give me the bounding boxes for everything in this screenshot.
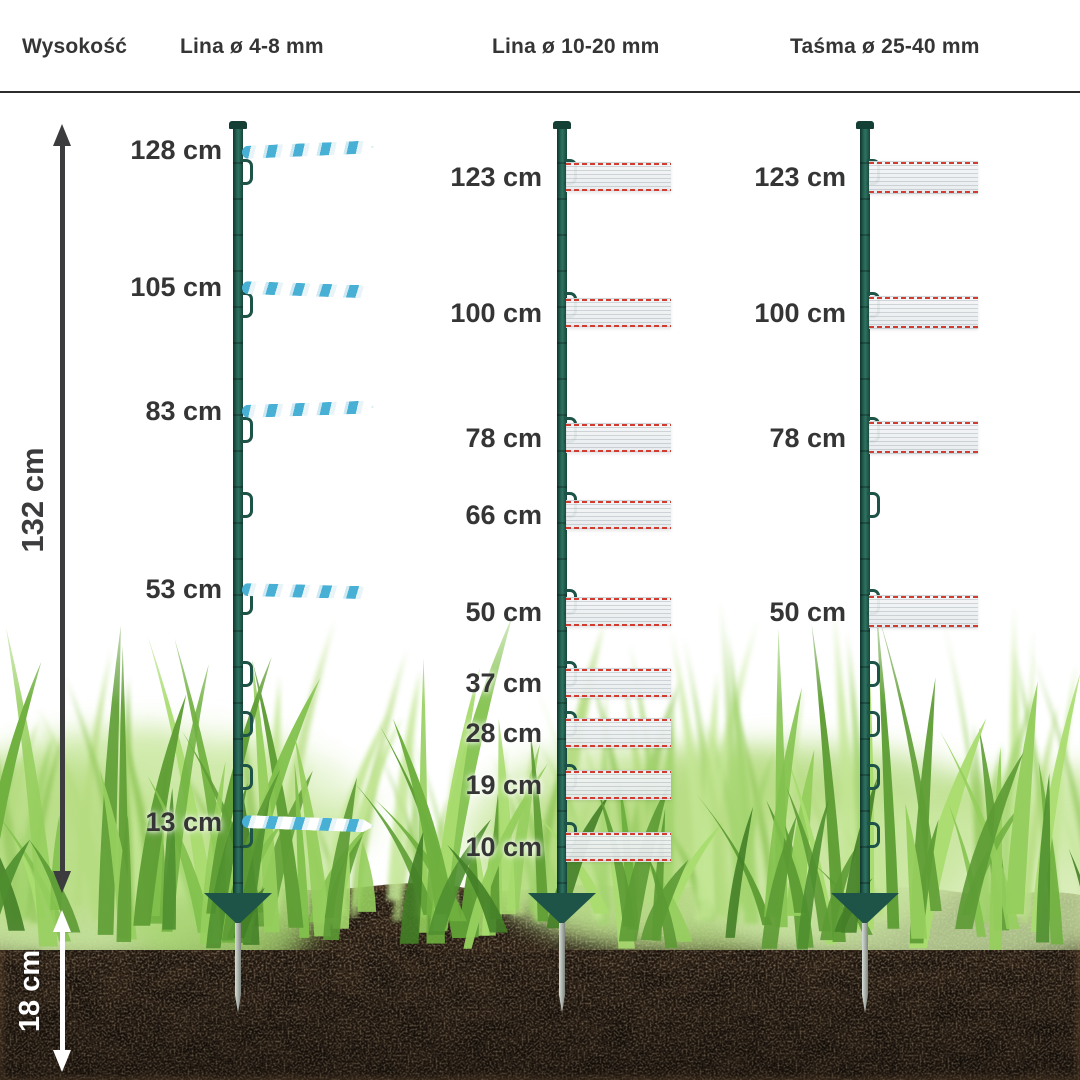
header-col-rope-4-8: Lina ø 4-8 mm (180, 35, 324, 58)
post-eyelet (867, 764, 880, 790)
grass-photo (0, 575, 1080, 950)
ground-spike (559, 923, 565, 1013)
post-eyelet (867, 711, 880, 737)
rope-wire (242, 400, 374, 418)
header-col-tape-25-40: Taśma ø 25-40 mm (790, 35, 980, 58)
post-eyelet (240, 292, 253, 318)
height-label: 53 cm (145, 574, 222, 604)
tape-wire (566, 832, 671, 862)
height-label: 19 cm (465, 770, 542, 800)
post-eyelet (867, 822, 880, 848)
tape-wire (566, 162, 671, 192)
height-label: 66 cm (465, 500, 542, 530)
post-eyelet (240, 159, 253, 185)
post-eyelet (240, 711, 253, 737)
post-eyelet (867, 661, 880, 687)
tape-wire (869, 421, 978, 454)
post-eyelet (240, 417, 253, 443)
tape-wire (566, 500, 671, 530)
post-cap (553, 121, 571, 129)
post-eyelet (867, 492, 880, 518)
arrow-up-icon (53, 910, 71, 932)
post-eyelet (240, 661, 253, 687)
total-height-label: 132 cm (15, 447, 50, 553)
post-eyelet (240, 492, 253, 518)
header-divider (0, 91, 1080, 93)
post-cap (229, 121, 247, 129)
ground-spike (862, 923, 868, 1013)
height-label: 128 cm (130, 135, 222, 165)
height-label: 50 cm (465, 597, 542, 627)
height-label: 10 cm (465, 832, 542, 862)
ground-depth-label: 18 cm (14, 949, 46, 1033)
post-foot-cone (831, 893, 899, 925)
height-label: 78 cm (465, 423, 542, 453)
tape-wire (566, 423, 671, 453)
ground-spike (235, 923, 241, 1013)
tape-wire (869, 595, 978, 628)
header-col-rope-10-20: Lina ø 10-20 mm (492, 35, 660, 58)
height-label: 37 cm (465, 668, 542, 698)
rope-wire (242, 281, 372, 299)
tape-wire (566, 597, 671, 627)
height-label: 123 cm (754, 162, 846, 192)
height-label: 50 cm (769, 597, 846, 627)
height-label: 13 cm (145, 807, 222, 837)
arrow-up-icon (53, 124, 71, 146)
height-label: 123 cm (450, 162, 542, 192)
arrow-down-icon (53, 1050, 71, 1072)
tape-wire (869, 296, 978, 329)
post-cap (856, 121, 874, 129)
height-label: 100 cm (450, 298, 542, 328)
height-label: 105 cm (130, 272, 222, 302)
tape-wire (566, 770, 671, 800)
arrow-down-icon (53, 871, 71, 893)
tape-wire (566, 718, 671, 748)
post-foot-cone (528, 893, 596, 925)
height-label: 78 cm (769, 423, 846, 453)
height-label: 100 cm (754, 298, 846, 328)
tape-wire (566, 668, 671, 698)
height-label: 28 cm (465, 718, 542, 748)
rope-wire (242, 140, 374, 159)
height-arrow-line (60, 145, 65, 873)
post-foot-cone (204, 893, 272, 925)
tape-wire (869, 161, 978, 194)
fence-post-3 (831, 121, 899, 1013)
height-label: 83 cm (145, 396, 222, 426)
post-eyelet (240, 764, 253, 790)
depth-arrow-line (60, 930, 65, 1052)
tape-wire (566, 298, 671, 328)
header-height-label: Wysokość (22, 35, 128, 58)
fence-post-1 (204, 121, 272, 1013)
